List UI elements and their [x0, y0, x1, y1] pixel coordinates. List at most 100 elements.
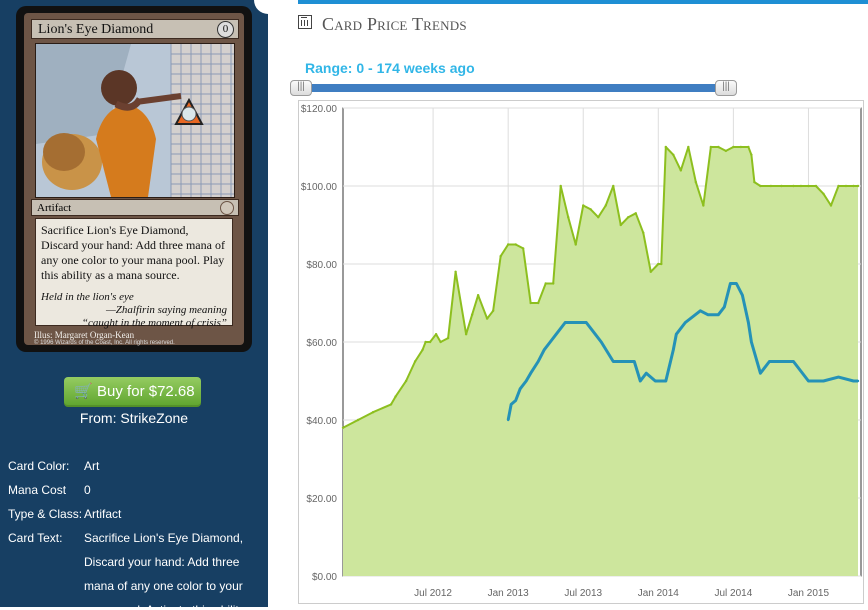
- buy-button[interactable]: 🛒 Buy for $72.68: [64, 377, 201, 407]
- series-2-point: [542, 348, 546, 351]
- series-1-point: [341, 426, 345, 429]
- series-1-point: [717, 145, 720, 149]
- series-1-point: [759, 184, 762, 188]
- seller-label: From: StrikeZone: [79, 410, 189, 426]
- price-chart: $120.00 $100.00 $80.00 $60.00 $40.00 $20.00 $0…: [298, 100, 864, 604]
- x-tick-label: Jul 2014: [714, 588, 752, 599]
- series-2-point: [723, 305, 726, 309]
- range-slider-start-handle[interactable]: |||: [290, 80, 312, 96]
- series-1-point: [852, 184, 855, 188]
- y-tick-label: $0.00: [312, 572, 337, 583]
- price-chart-svg: $120.00 $100.00 $80.00 $60.00 $40.00 $20.00 $0…: [301, 104, 862, 599]
- series-1-area: [343, 147, 858, 576]
- series-2-point: [574, 321, 577, 324]
- range-slider-end-handle[interactable]: |||: [715, 80, 737, 96]
- series-2-point: [747, 321, 750, 324]
- series-2-point: [645, 372, 648, 375]
- series-2-point: [612, 360, 615, 363]
- series-1-point: [597, 216, 600, 219]
- series-1-point: [724, 149, 728, 153]
- x-tick-label: Jan 2013: [488, 588, 530, 599]
- series-1-point: [413, 360, 417, 363]
- series-2-point: [729, 282, 732, 285]
- series-2-point: [518, 387, 522, 390]
- series-1-point: [753, 180, 756, 184]
- series-2-point: [768, 360, 771, 363]
- series-1-point: [672, 153, 675, 156]
- series-1-point: [476, 294, 480, 297]
- series-1-point: [521, 247, 525, 250]
- series-1-point: [464, 333, 468, 336]
- series-1-point: [485, 317, 489, 320]
- rules-text: Sacrifice Lion's Eye Diamond, Discard yo…: [41, 223, 225, 282]
- series-1-point: [664, 145, 668, 149]
- series-2-point: [807, 379, 810, 383]
- series-2-point: [699, 309, 702, 312]
- series-1-point: [514, 243, 517, 246]
- series-2-point: [549, 340, 552, 344]
- series-1-point: [750, 153, 753, 156]
- series-1-point: [536, 301, 540, 305]
- y-tick-label: $100.00: [301, 182, 338, 193]
- series-2-point: [594, 333, 597, 336]
- y-tick-label: $60.00: [306, 338, 337, 349]
- series-1-point: [470, 313, 474, 316]
- type-class-row: Type & Class: Artifact: [8, 507, 122, 521]
- x-tick-label: Jan 2015: [788, 588, 830, 599]
- series-1-point: [394, 395, 397, 398]
- calendar-icon: [298, 15, 312, 29]
- card-frame: Lion's Eye Diamond 0: [24, 13, 244, 346]
- illustrator-credit: Illus: Margaret Organ-Kean: [34, 330, 135, 340]
- series-1-point: [747, 145, 750, 149]
- y-tick-label: $20.00: [306, 494, 337, 505]
- series-1-point: [424, 340, 427, 344]
- series-1-point: [544, 282, 547, 285]
- week-range-slider[interactable]: ||| |||: [290, 80, 737, 96]
- series-1-point: [844, 184, 848, 188]
- series-2-point: [777, 360, 780, 363]
- series-1-point: [799, 184, 803, 188]
- series-2-point: [741, 294, 744, 297]
- series-1-point: [814, 184, 818, 188]
- series-1-point: [506, 243, 510, 246]
- series-2-point: [506, 418, 510, 422]
- card-image[interactable]: Lion's Eye Diamond 0: [16, 6, 252, 352]
- y-tick-label: $120.00: [301, 104, 338, 115]
- series-1-point: [439, 340, 442, 344]
- series-1-point: [454, 270, 457, 273]
- series-2-point: [822, 379, 825, 383]
- series-1-point: [856, 184, 860, 188]
- series-1-point: [529, 301, 532, 305]
- series-1-point: [792, 184, 795, 188]
- series-2-point: [837, 375, 840, 379]
- series-2-point: [639, 379, 642, 383]
- panel-title: Card Price Trends: [322, 14, 467, 34]
- series-2-point: [514, 399, 517, 402]
- series-2-point: [621, 360, 624, 363]
- series-1-point: [702, 204, 705, 207]
- series-2-point: [585, 321, 588, 324]
- series-1-point: [567, 216, 570, 219]
- series-1-point: [694, 180, 698, 184]
- series-1-point: [739, 145, 743, 149]
- series-1-point: [642, 231, 645, 234]
- series-1-point: [709, 145, 713, 149]
- series-1-point: [559, 184, 562, 188]
- left-sidebar: Lion's Eye Diamond 0: [0, 0, 268, 607]
- series-2-point: [564, 321, 567, 324]
- series-1-point: [589, 208, 592, 211]
- series-1-point: [421, 348, 424, 351]
- series-1-point: [356, 418, 360, 422]
- series-1-point: [829, 204, 833, 207]
- series-2-point: [684, 321, 687, 324]
- series-1-point: [404, 379, 408, 383]
- price-trends-header: Card Price Trends: [298, 0, 868, 44]
- card-name: Lion's Eye Diamond: [38, 22, 154, 37]
- series-2-point: [750, 340, 753, 344]
- series-1-point: [769, 184, 773, 188]
- series-1-point: [649, 270, 652, 273]
- x-tick-label: Jul 2012: [414, 588, 452, 599]
- series-2-point: [536, 360, 540, 363]
- series-1-point: [822, 192, 825, 195]
- series-1-point: [428, 340, 432, 344]
